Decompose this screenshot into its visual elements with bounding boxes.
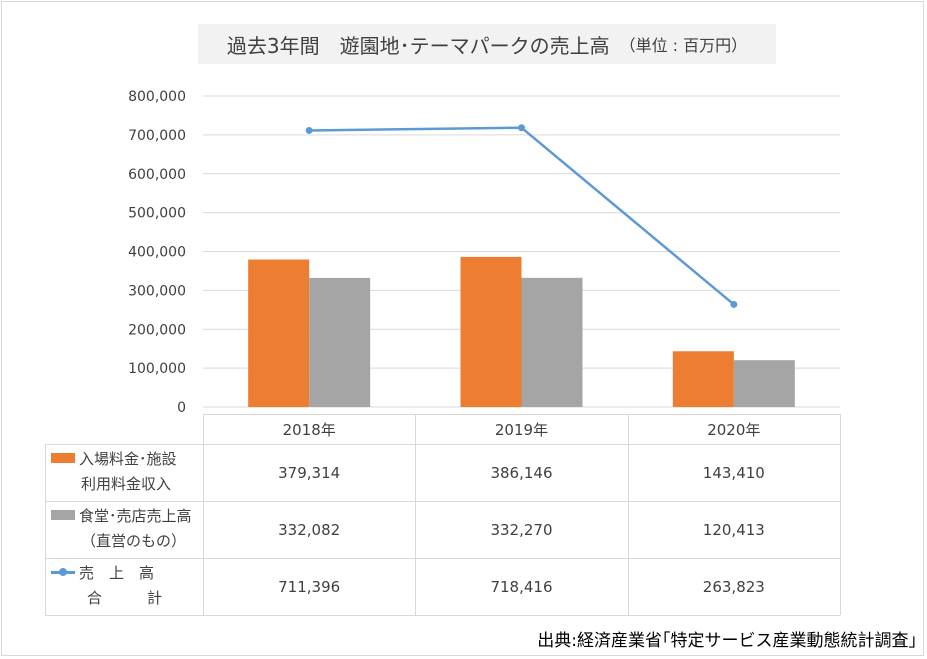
- bar-admission: [248, 259, 310, 407]
- legend-label-line2: （直営のもの）: [81, 532, 187, 550]
- bar-food: [521, 277, 583, 407]
- data-value: 332,270: [490, 520, 553, 539]
- table-rule: [45, 444, 840, 445]
- legend-entry: 食堂･売店売上高 （直営のもの）: [51, 504, 201, 561]
- legend-marker: [59, 567, 67, 576]
- bar-admission: [672, 351, 734, 407]
- data-value: 379,314: [278, 463, 341, 482]
- y-tick-label: 300,000: [128, 283, 186, 299]
- point-total: [730, 300, 738, 308]
- legend-key-food: [51, 510, 75, 520]
- y-tick-label: 700,000: [128, 128, 186, 144]
- bar-food: [733, 360, 795, 407]
- data-value: 263,823: [702, 577, 765, 596]
- table-rule: [627, 414, 629, 615]
- data-value: 711,396: [278, 577, 341, 596]
- x-tick-label: 2018年: [282, 420, 336, 439]
- data-value: 143,410: [702, 463, 765, 482]
- y-tick-label: 200,000: [128, 322, 186, 338]
- legend-key-admission: [51, 453, 75, 463]
- source-note: 出典:経済産業省｢特定サービス産業動態統計調査｣: [537, 631, 917, 651]
- table-rule: [45, 501, 840, 502]
- data-value: 332,082: [278, 520, 341, 539]
- y-tick-label: 800,000: [128, 89, 186, 105]
- legend-label: 食堂･売店売上高: [79, 507, 192, 525]
- y-tick-label: 600,000: [128, 167, 186, 183]
- title-unit: （単位 : 百万円）: [619, 36, 748, 55]
- y-tick-label: 400,000: [128, 245, 186, 261]
- table-rule: [45, 444, 46, 615]
- data-value: 386,146: [490, 463, 553, 482]
- data-value: 120,413: [702, 520, 765, 539]
- point-total: [518, 124, 525, 132]
- title-box: 過去3年間 遊園地･テーマパークの売上高 （単位 : 百万円）: [198, 24, 776, 64]
- y-tick-label: 500,000: [128, 206, 186, 222]
- table-rule: [45, 558, 840, 559]
- table-rule: [415, 414, 417, 615]
- legend-label-line1: 売 上 高: [51, 561, 201, 586]
- legend-label-line1: 入場料金･施設: [51, 447, 201, 472]
- legend-label: 売 上 高: [79, 564, 155, 582]
- bar-admission: [460, 256, 522, 407]
- point-total: [305, 126, 313, 134]
- legend-entry: 入場料金･施設 利用料金収入: [51, 447, 201, 504]
- y-tick-label: 0: [177, 400, 186, 416]
- y-tick-label: 100,000: [128, 361, 186, 377]
- legend-label-line2: 合 計: [87, 589, 163, 607]
- legend-label-line2: 利用料金収入: [81, 475, 172, 493]
- legend-label-line1: 食堂･売店売上高: [51, 504, 201, 529]
- legend-entry: 売 上 高合 計: [51, 561, 201, 618]
- table-rule: [203, 414, 840, 415]
- chart-title: 過去3年間 遊園地･テーマパークの売上高 （単位 : 百万円）: [198, 24, 776, 64]
- table-rule: [203, 414, 204, 615]
- legend-label: 入場料金･施設: [79, 450, 177, 468]
- x-tick-label: 2020年: [707, 420, 761, 439]
- legend-key-total: [51, 567, 75, 576]
- title-main: 過去3年間 遊園地･テーマパークの売上高: [226, 33, 610, 58]
- table-rule: [840, 414, 841, 615]
- x-tick-label: 2019年: [494, 420, 549, 439]
- bar-food: [309, 277, 371, 407]
- table-rule: [45, 615, 840, 616]
- data-value: 718,416: [490, 577, 553, 596]
